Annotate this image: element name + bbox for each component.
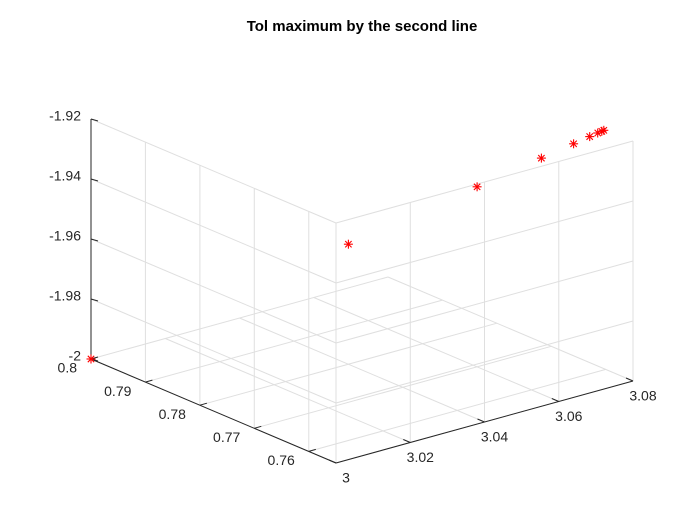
side-wall-gridline-z (90, 118, 337, 224)
z-tick-label: -1.92 (49, 108, 81, 124)
floor-gridline-y (254, 345, 552, 429)
back-wall-gridline-z (335, 200, 634, 284)
y-tick-mark (308, 448, 316, 452)
z-tick-label: -1.96 (49, 228, 81, 244)
z-tick-mark (90, 298, 99, 302)
back-wall-gridline-z (335, 320, 634, 404)
side-wall-gridline-z (90, 178, 337, 284)
z-tick-mark (90, 178, 99, 182)
floor-gridline-x (387, 276, 634, 382)
x-tick-mark (403, 439, 411, 443)
data-point (343, 239, 353, 249)
x-tick-mark (551, 398, 559, 402)
z-tick-label: -2 (69, 348, 82, 364)
floor-gridline-x (239, 317, 485, 423)
data-points (86, 125, 609, 364)
back-wall-gridline-z (335, 140, 634, 224)
y-axis-line (90, 358, 337, 464)
x-tick-mark (328, 459, 337, 464)
data-point (569, 139, 579, 149)
z-tick-mark (90, 118, 99, 122)
data-point (585, 132, 595, 142)
y-tick-mark (145, 379, 153, 383)
back-wall-gridline-z (335, 260, 634, 344)
z-tick-label: -1.94 (49, 168, 81, 184)
floor-gridline-x (313, 297, 559, 402)
x-tick-label: 3.04 (481, 429, 508, 445)
y-tick-label: 0.8 (58, 360, 78, 376)
y-tick-mark (254, 425, 262, 429)
floor-gridline-x (165, 338, 411, 443)
y-tick-label: 0.78 (159, 406, 186, 422)
x-tick-label: 3.08 (629, 388, 656, 404)
data-point (472, 182, 482, 192)
y-tick-label: 0.76 (268, 452, 295, 468)
z-tick-label: -1.98 (49, 288, 81, 304)
data-point (536, 153, 546, 163)
side-wall-gridline-z (90, 238, 337, 344)
data-point (86, 354, 96, 364)
y-tick-label: 0.77 (213, 429, 240, 445)
x-tick-mark (477, 418, 485, 423)
x-tick-label: 3.02 (407, 449, 434, 465)
x-tick-label: 3.06 (555, 408, 582, 424)
x-axis-ticks: 3 3.02 3.04 3.06 3.08 (328, 377, 657, 486)
chart-title: Tol maximum by the second line (247, 18, 478, 35)
side-wall-gridline-z (90, 298, 337, 404)
y-tick-mark (199, 402, 208, 406)
z-tick-mark (90, 238, 99, 242)
y-axis-ticks: 0.76 0.77 0.78 0.79 0.8 (58, 356, 316, 468)
data-point (599, 125, 609, 135)
floor-gridline-y (145, 299, 443, 383)
z-axis-ticks: -2 -1.98 -1.96 -1.94 -1.92 (49, 108, 99, 364)
x-tick-mark (625, 377, 634, 382)
floor-gridline-y (199, 322, 498, 406)
x-tick-label: 3 (342, 470, 350, 486)
y-tick-label: 0.79 (104, 383, 131, 399)
floor-gridline-y (308, 368, 606, 452)
floor-gridline-y (90, 276, 389, 360)
